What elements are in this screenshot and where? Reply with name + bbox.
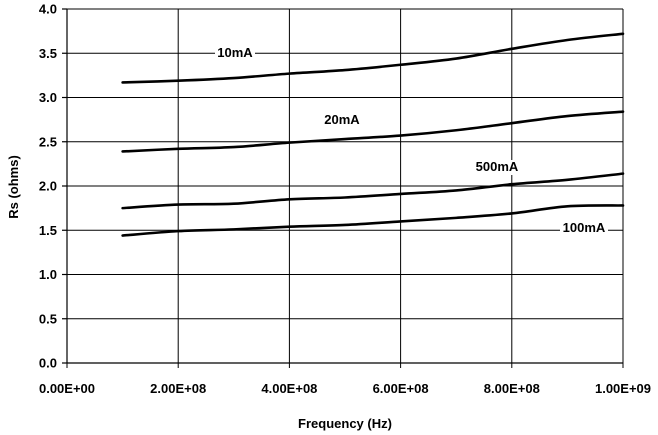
x-tick-label: 0.00E+00 (39, 381, 95, 396)
series-label-group: 500mA (473, 159, 521, 175)
series-labels: 10mA 20mA 500mA 100mA (215, 45, 608, 236)
series-label-background (322, 113, 362, 128)
series-label-background (215, 46, 255, 61)
series-line-500ma (121, 172, 625, 210)
x-tick-label: 1.00E+09 (595, 381, 651, 396)
y-tick-label: 0.5 (39, 311, 57, 326)
y-axis-title: Rs (ohms) (6, 155, 21, 219)
x-axis-title: Frequency (Hz) (298, 416, 392, 431)
series-label-group: 20mA (322, 112, 362, 128)
series-label-group: 100mA (560, 220, 608, 236)
series-label: 500mA (476, 159, 519, 174)
axes (62, 8, 623, 364)
series-label: 10mA (217, 45, 253, 60)
x-tick-label: 6.00E+08 (373, 381, 429, 396)
series-label: 100mA (563, 220, 606, 235)
series-label: 20mA (324, 112, 360, 127)
series-label-background (473, 160, 521, 175)
y-tick-label: 4.0 (39, 2, 57, 17)
x-tick-label: 8.00E+08 (484, 381, 540, 396)
series-line-20ma (121, 110, 625, 153)
y-tick-label: 1.5 (39, 223, 57, 238)
gridlines (66, 8, 624, 368)
y-tick-label: 1.0 (39, 267, 57, 282)
x-tick-label: 4.00E+08 (261, 381, 317, 396)
series-line-10ma (121, 32, 625, 84)
y-tick-label: 3.0 (39, 90, 57, 105)
series-label-group: 10mA (215, 45, 255, 61)
y-tick-label: 2.5 (39, 134, 57, 149)
y-tick-label: 0.0 (39, 356, 57, 371)
series-line-100ma (121, 204, 625, 237)
tick-labels: 0.0 0.5 1.0 1.5 2.0 2.5 3.0 3.5 4.0 0.00E+00 2.00E… (39, 2, 651, 397)
x-tick-label: 2.00E+08 (150, 381, 206, 396)
series-label-background (560, 221, 608, 236)
y-tick-label: 3.5 (39, 46, 57, 61)
series-lines (121, 32, 625, 237)
y-tick-label: 2.0 (39, 179, 57, 194)
